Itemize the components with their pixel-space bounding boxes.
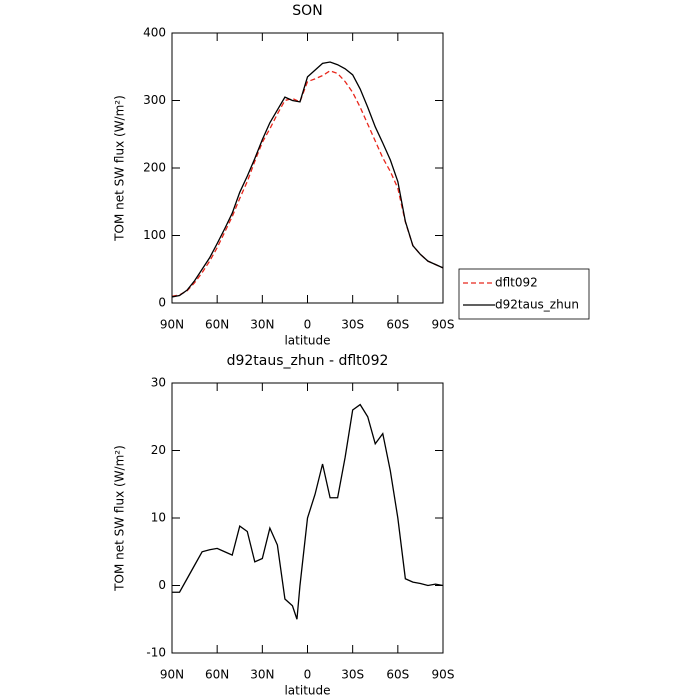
y-tick-label: 100 (143, 228, 166, 242)
x-tick-label: 60N (205, 318, 229, 332)
x-tick-label: 30S (341, 668, 364, 682)
y-tick-label: 0 (158, 296, 166, 310)
legend-label: d92taus_zhun (495, 298, 579, 312)
data-line (171, 70, 444, 297)
y-tick-label: 200 (143, 161, 166, 175)
x-tick-label: 0 (304, 318, 312, 332)
x-tick-label: 90S (432, 668, 455, 682)
legend-box (458, 268, 590, 320)
chart-title: d92taus_zhun - dflt092 (227, 353, 389, 369)
x-tick-label: 30N (250, 318, 274, 332)
x-axis-label: latitude (284, 684, 330, 698)
x-tick-label: 90S (432, 318, 455, 332)
data-line (171, 61, 444, 298)
y-axis-label: TOM net SW flux (W/m²) (113, 445, 127, 592)
y-tick-label: 0 (158, 578, 166, 592)
x-tick-label: 90N (160, 668, 184, 682)
legend-label: dflt092 (495, 276, 538, 290)
x-axis-label: latitude (284, 334, 330, 348)
plot-frame (171, 382, 444, 654)
y-tick-label: 400 (143, 26, 166, 40)
y-tick-label: 10 (151, 511, 166, 525)
y-tick-label: 300 (143, 93, 166, 107)
plot-frame (171, 32, 444, 304)
x-tick-label: 30N (250, 668, 274, 682)
y-tick-label: 20 (151, 443, 166, 457)
chart-title: SON (292, 3, 322, 19)
y-tick-label: -10 (146, 646, 166, 660)
x-tick-label: 30S (341, 318, 364, 332)
x-tick-label: 60N (205, 668, 229, 682)
x-tick-label: 60S (386, 318, 409, 332)
x-tick-label: 0 (304, 668, 312, 682)
x-tick-label: 60S (386, 668, 409, 682)
data-line (172, 403, 444, 620)
x-tick-label: 90N (160, 318, 184, 332)
y-axis-label: TOM net SW flux (W/m²) (113, 95, 127, 242)
y-tick-label: 30 (151, 376, 166, 390)
